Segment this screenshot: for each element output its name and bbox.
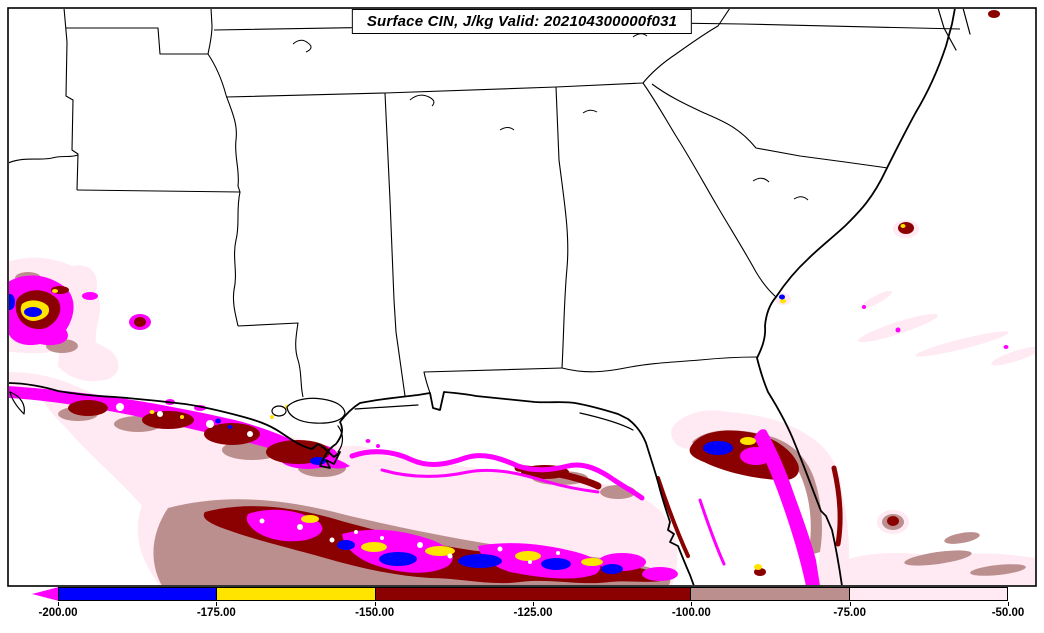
colorbar: -200.00 -175.00 -150.00 -125.00 -100.00 -75.0… [0, 586, 1044, 633]
barrier-islands-mississippi [354, 404, 419, 410]
colorbar-segment [691, 588, 850, 600]
border-missouri-arkansas [66, 9, 213, 55]
colorbar-tick-label: -100.00 [671, 607, 711, 619]
border-arkansas-west [63, 9, 79, 191]
colorbar-tick-label: -125.00 [513, 607, 553, 619]
colorbar-segments [58, 587, 1008, 601]
colorbar-segment [217, 588, 376, 600]
map-frame [7, 7, 1037, 587]
lake-pontchartrain [286, 397, 346, 424]
border-louisiana-mississippi [237, 322, 304, 398]
outer-banks [937, 9, 957, 51]
border-tennessee-south [225, 82, 644, 98]
border-tennessee-northcarolina [642, 9, 730, 84]
colorbar-segment [375, 588, 692, 600]
lake-maurepas [271, 405, 287, 417]
colorbar-tick-mark [533, 602, 534, 606]
chandeleur-islands [337, 425, 344, 453]
border-mississippi-river [207, 53, 241, 327]
state-borders [9, 9, 961, 398]
border-florida-georgia [561, 356, 758, 373]
atlantic-coastline [756, 9, 956, 585]
cin-white-speckles [116, 403, 560, 564]
colorbar-segment [59, 588, 218, 600]
colorbar-tick-mark [1008, 602, 1009, 606]
cin-layer-blue [9, 294, 785, 574]
apalachicola-islands [579, 412, 634, 431]
outer-banks-2 [962, 9, 971, 35]
colorbar-underflow-arrow [32, 587, 59, 601]
inland-water-squiggles [292, 33, 809, 201]
colorbar-tick-label: -50.00 [991, 607, 1025, 619]
colorbar-tick-label: -200.00 [38, 607, 78, 619]
colorbar-segment [849, 588, 1008, 600]
colorbar-tick-label: -75.00 [833, 607, 866, 619]
colorbar-tick-label: -175.00 [196, 607, 236, 619]
colorbar-tick-mark [374, 602, 376, 606]
border-mississippi-alabama [384, 92, 406, 397]
coastline [9, 9, 971, 585]
border-northcarolina-southcarolina [651, 83, 889, 169]
galveston-bay [9, 391, 25, 415]
border-red-river [9, 154, 79, 164]
colorbar-tick-mark [58, 602, 59, 606]
lakes [271, 397, 346, 424]
colorbar-tick-mark [849, 602, 851, 606]
border-alabama-georgia [555, 86, 569, 369]
gulf-coastline [9, 382, 695, 585]
border-arkansas-louisiana [76, 189, 241, 193]
border-georgia-southcarolina [642, 82, 777, 298]
chart-title: Surface CIN, J/kg Valid: 202104300000f03… [351, 9, 693, 34]
colorbar-tick-mark [691, 602, 693, 606]
colorbar-tick-label: -150.00 [355, 607, 395, 619]
cin-layer-magenta-overlay [246, 305, 1009, 585]
colorbar-tick-mark [216, 602, 218, 606]
